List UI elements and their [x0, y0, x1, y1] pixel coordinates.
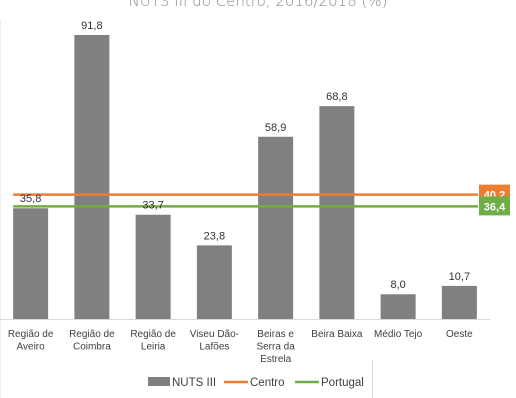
data-label: 58,9: [265, 122, 286, 134]
category-label: Oeste: [446, 329, 473, 340]
legend-swatch: [148, 377, 170, 386]
legend-label: NUTS III: [172, 377, 216, 389]
bar: [74, 34, 110, 320]
legend-label: Centro: [250, 377, 285, 389]
bar: [258, 136, 294, 319]
chart-title: NUTS III do Centro, 2016/2018 (%): [129, 0, 388, 10]
data-label: 33,7: [142, 200, 163, 212]
data-label: 10,7: [449, 271, 470, 283]
category-label: Região de Aveiro: [8, 329, 54, 353]
category-label: Região de Coimbra: [69, 329, 115, 353]
data-labels-group: 35,8 91,8 33,7 23,8 58,9 68,8 8,0 10,7: [20, 20, 470, 291]
category-label: Médio Tejo: [374, 329, 423, 340]
category-label: Região de Leiria: [130, 329, 176, 353]
bar: [319, 106, 355, 319]
reference-label-box: [479, 196, 510, 216]
bar: [441, 285, 477, 319]
data-label: 68,8: [326, 91, 347, 103]
bar: [196, 245, 232, 319]
data-label: 8,0: [390, 279, 405, 291]
legend: NUTS III Centro Portugal: [148, 377, 364, 389]
bar: [380, 294, 416, 319]
bars-group: [13, 34, 477, 320]
data-label: 91,8: [81, 20, 102, 32]
reference-lines-group: 40,236,4: [13, 184, 510, 216]
category-label: Viseu Dão-Lafões: [190, 329, 239, 353]
category-labels-group: Região de Aveiro Região de Coimbra Região de…: [8, 329, 473, 365]
data-label: 35,8: [20, 193, 41, 205]
category-label: Beira Baixa: [311, 329, 363, 340]
bar: [135, 214, 171, 319]
bar: [13, 208, 49, 319]
data-label: 23,8: [204, 230, 225, 242]
category-label: Beiras e Serra da Estrela: [256, 329, 295, 365]
reference-label: 36,4: [484, 201, 506, 213]
legend-label: Portugal: [321, 377, 364, 389]
